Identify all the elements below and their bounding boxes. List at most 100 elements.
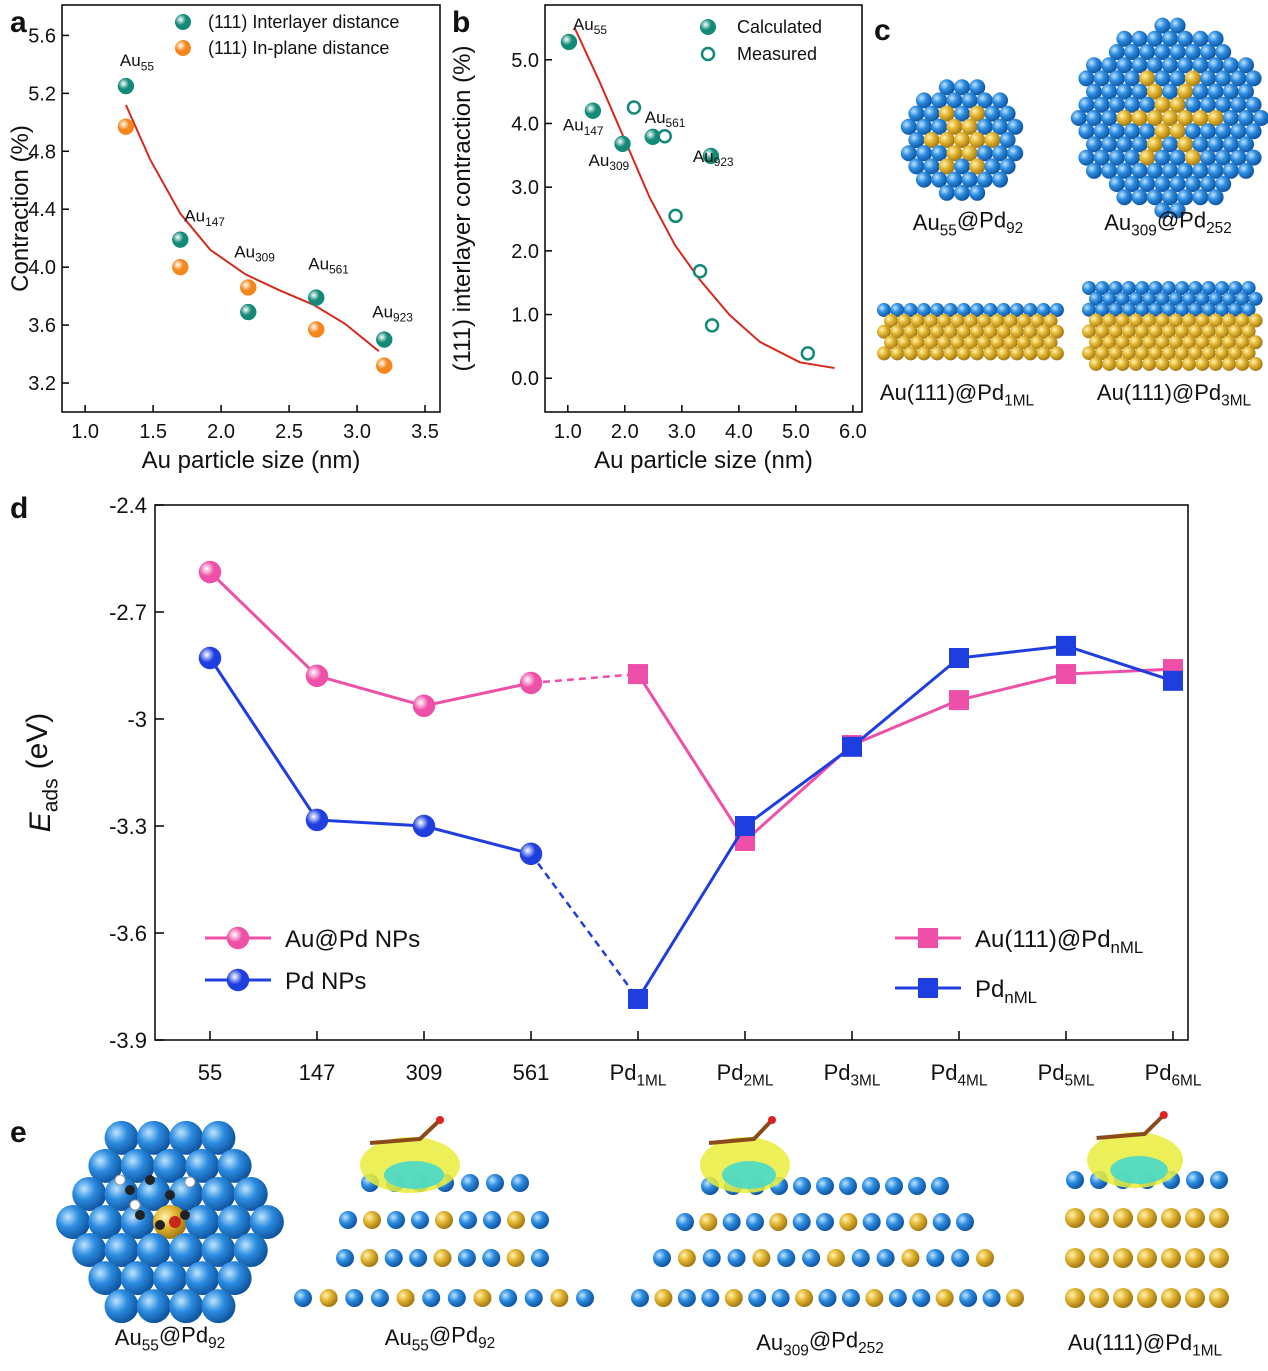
atom xyxy=(876,1249,895,1267)
atom xyxy=(862,1213,881,1231)
atom xyxy=(1201,302,1216,317)
atom xyxy=(1108,149,1125,166)
atom xyxy=(1248,356,1263,371)
atom xyxy=(1049,346,1064,361)
text-part: Pd xyxy=(1038,1060,1065,1085)
molecule-atom xyxy=(180,1210,190,1220)
atom xyxy=(996,303,1011,317)
atom xyxy=(1116,189,1133,206)
atom xyxy=(1200,176,1216,192)
data-point xyxy=(308,321,325,338)
atom xyxy=(1238,83,1254,100)
atom xyxy=(457,1249,476,1267)
atom xyxy=(930,303,945,317)
y-tick-label: 4.0 xyxy=(511,113,539,135)
point-label: Au561 xyxy=(308,255,349,277)
atom xyxy=(1235,291,1250,306)
molecule-atom xyxy=(155,1220,165,1230)
atom xyxy=(1222,110,1239,126)
structure-caption: Au(111)@Pd3ML xyxy=(1097,380,1252,409)
text-part: Au(111)@Pd xyxy=(1068,1330,1192,1355)
atom xyxy=(1192,136,1209,153)
atom xyxy=(1154,176,1171,192)
atom xyxy=(1215,281,1229,295)
atom xyxy=(923,313,938,328)
atom xyxy=(1245,96,1262,113)
x-tick-label: 55 xyxy=(198,1060,222,1085)
molecule-atom xyxy=(125,1185,135,1195)
atom xyxy=(576,1289,594,1307)
atom xyxy=(826,1249,845,1267)
text-part: Au xyxy=(120,51,141,70)
atom xyxy=(1192,189,1209,206)
atom xyxy=(1137,1288,1157,1308)
atom xyxy=(1007,118,1024,135)
atom xyxy=(447,1289,466,1307)
atom xyxy=(1128,356,1143,371)
atom xyxy=(1023,303,1038,317)
atom xyxy=(1128,291,1143,306)
subscript: 252 xyxy=(1206,220,1232,237)
atom xyxy=(435,1211,453,1229)
y-tick-label: 4.0 xyxy=(28,257,56,279)
atom xyxy=(1188,346,1203,361)
text-part: Au xyxy=(234,242,255,261)
atom xyxy=(1208,335,1223,350)
atom xyxy=(1093,70,1110,87)
subscript: 309 xyxy=(783,1342,809,1359)
subscript: 309 xyxy=(255,251,275,265)
atom xyxy=(531,1249,549,1267)
atom xyxy=(319,1289,338,1307)
atom xyxy=(1078,149,1095,166)
atom xyxy=(1131,110,1148,126)
text-part: Au xyxy=(645,108,666,127)
atom xyxy=(1135,302,1150,317)
atom xyxy=(345,1289,364,1307)
data-point xyxy=(117,77,135,95)
atom xyxy=(1049,324,1064,339)
x-tick-label: 2.5 xyxy=(275,421,303,443)
text-part: Pd xyxy=(975,976,1004,1003)
y-tick-label: 0.0 xyxy=(511,368,539,390)
atom xyxy=(1108,324,1123,339)
atom xyxy=(959,1289,978,1307)
atom xyxy=(1192,83,1209,100)
atom xyxy=(506,1249,525,1267)
data-point xyxy=(560,33,578,51)
atom xyxy=(1222,162,1239,179)
atom xyxy=(1241,346,1256,361)
atom xyxy=(1078,70,1095,87)
atom xyxy=(473,1289,492,1307)
atom xyxy=(1095,281,1110,295)
atom xyxy=(550,1289,569,1307)
atom xyxy=(951,1249,970,1267)
y-tick-label: 1.0 xyxy=(511,305,539,327)
atom xyxy=(1161,324,1176,339)
atom xyxy=(865,1289,884,1307)
atom xyxy=(233,1233,268,1268)
atom xyxy=(1230,70,1247,87)
fit-curve xyxy=(573,27,835,370)
subscript: 92 xyxy=(208,1335,225,1352)
atom xyxy=(1078,96,1095,113)
atom xyxy=(1113,1288,1133,1308)
atom xyxy=(969,132,986,148)
molecule-atom xyxy=(145,1175,155,1185)
legend-label: Pd NPs xyxy=(285,968,366,995)
atom xyxy=(1201,346,1216,361)
atom xyxy=(1155,335,1170,350)
atom xyxy=(1207,136,1224,153)
atom xyxy=(104,1233,139,1268)
atom xyxy=(886,1213,904,1231)
data-point xyxy=(519,842,543,866)
atom xyxy=(938,184,955,201)
atom xyxy=(931,92,948,109)
atom xyxy=(931,171,948,188)
atom xyxy=(954,158,970,175)
atom xyxy=(631,1289,649,1307)
y-tick-label: 3.6 xyxy=(28,315,56,337)
molecule-atom xyxy=(129,1199,141,1211)
text-part: Au xyxy=(184,207,205,226)
atom xyxy=(1121,281,1136,295)
atom xyxy=(724,1289,743,1307)
